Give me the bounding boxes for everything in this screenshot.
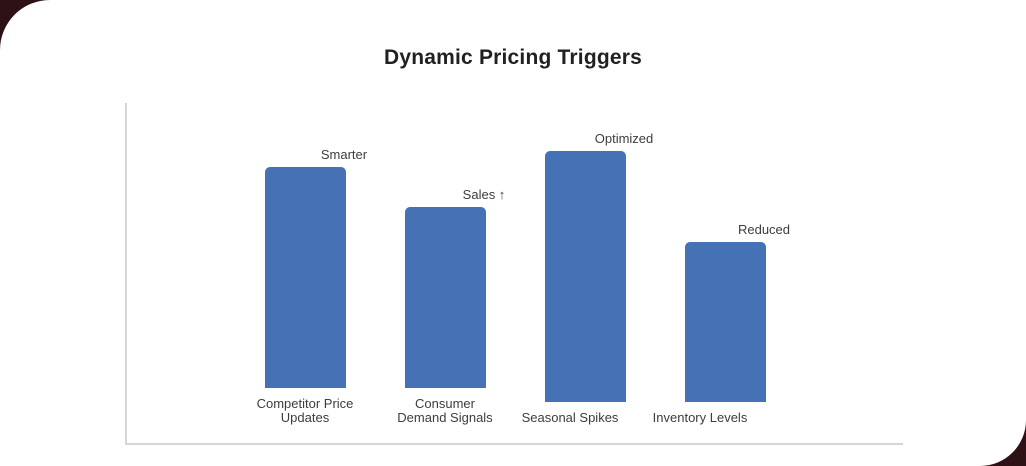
chart-area: Smarter Competitor Price Updates Sales ↑… (125, 103, 903, 445)
bar-column-inventory-levels: Reduced Inventory Levels (653, 222, 795, 425)
bar-competitor-price-updates (264, 167, 346, 388)
chart-title: Dynamic Pricing Triggers (383, 46, 643, 69)
x-axis-label-line: Consumer (415, 396, 475, 411)
bar-value-label: Reduced (737, 222, 791, 237)
x-axis-label: Inventory Levels (653, 411, 748, 425)
x-axis-label-line: Competitor Price (256, 396, 354, 411)
x-axis-label-line: Updates (280, 410, 330, 425)
bar-value-label: Sales ↑ (462, 187, 506, 202)
x-axis-label-line: Inventory Levels (652, 410, 748, 425)
bar-column-competitor-price-updates: Smarter Competitor Price Updates (235, 147, 375, 425)
bar-column-consumer-demand-signals: Sales ↑ Consumer Demand Signals (375, 187, 515, 425)
bar-value-label: Optimized (594, 131, 654, 146)
x-axis-label-line: Demand Signals (397, 410, 493, 425)
bar-column-seasonal-spikes: Optimized Seasonal Spikes (515, 131, 655, 425)
x-axis-label: Competitor Price Updates (257, 397, 354, 425)
bar-consumer-demand-signals (404, 207, 486, 388)
bar-value-label: Smarter (320, 147, 368, 162)
x-axis-label: Seasonal Spikes (522, 411, 619, 425)
x-axis-label: Consumer Demand Signals (397, 397, 492, 425)
bar-inventory-levels (684, 242, 766, 402)
x-axis-label-line: Seasonal Spikes (521, 410, 619, 425)
bar-seasonal-spikes (544, 151, 626, 402)
